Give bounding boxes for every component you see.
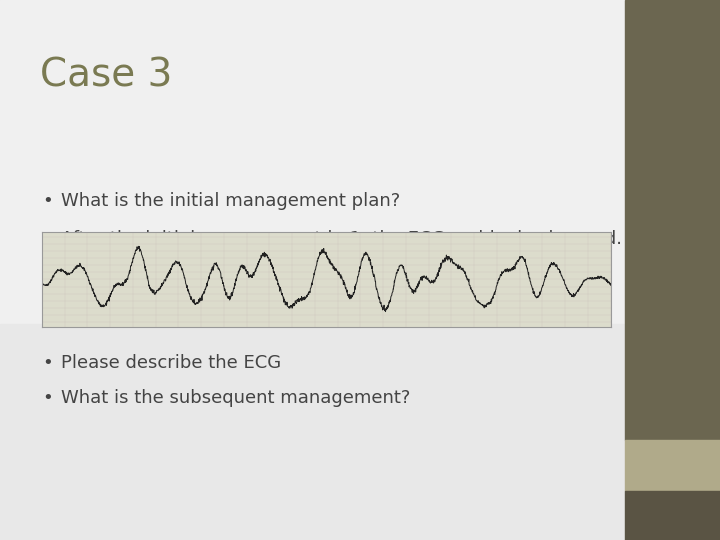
Text: •: • <box>42 389 53 407</box>
Text: Please describe the ECG: Please describe the ECG <box>61 354 282 372</box>
Text: •: • <box>42 354 53 372</box>
Text: Case 3: Case 3 <box>40 57 172 94</box>
Text: What is the initial management plan?: What is the initial management plan? <box>61 192 400 210</box>
Bar <box>0 324 720 540</box>
Bar <box>0 0 720 324</box>
Text: •: • <box>42 192 53 210</box>
Text: What is the subsequent management?: What is the subsequent management? <box>61 389 410 407</box>
Text: After the initial management in 1, the ECG suddenly changed.: After the initial management in 1, the E… <box>61 230 622 247</box>
Text: •: • <box>42 230 53 247</box>
